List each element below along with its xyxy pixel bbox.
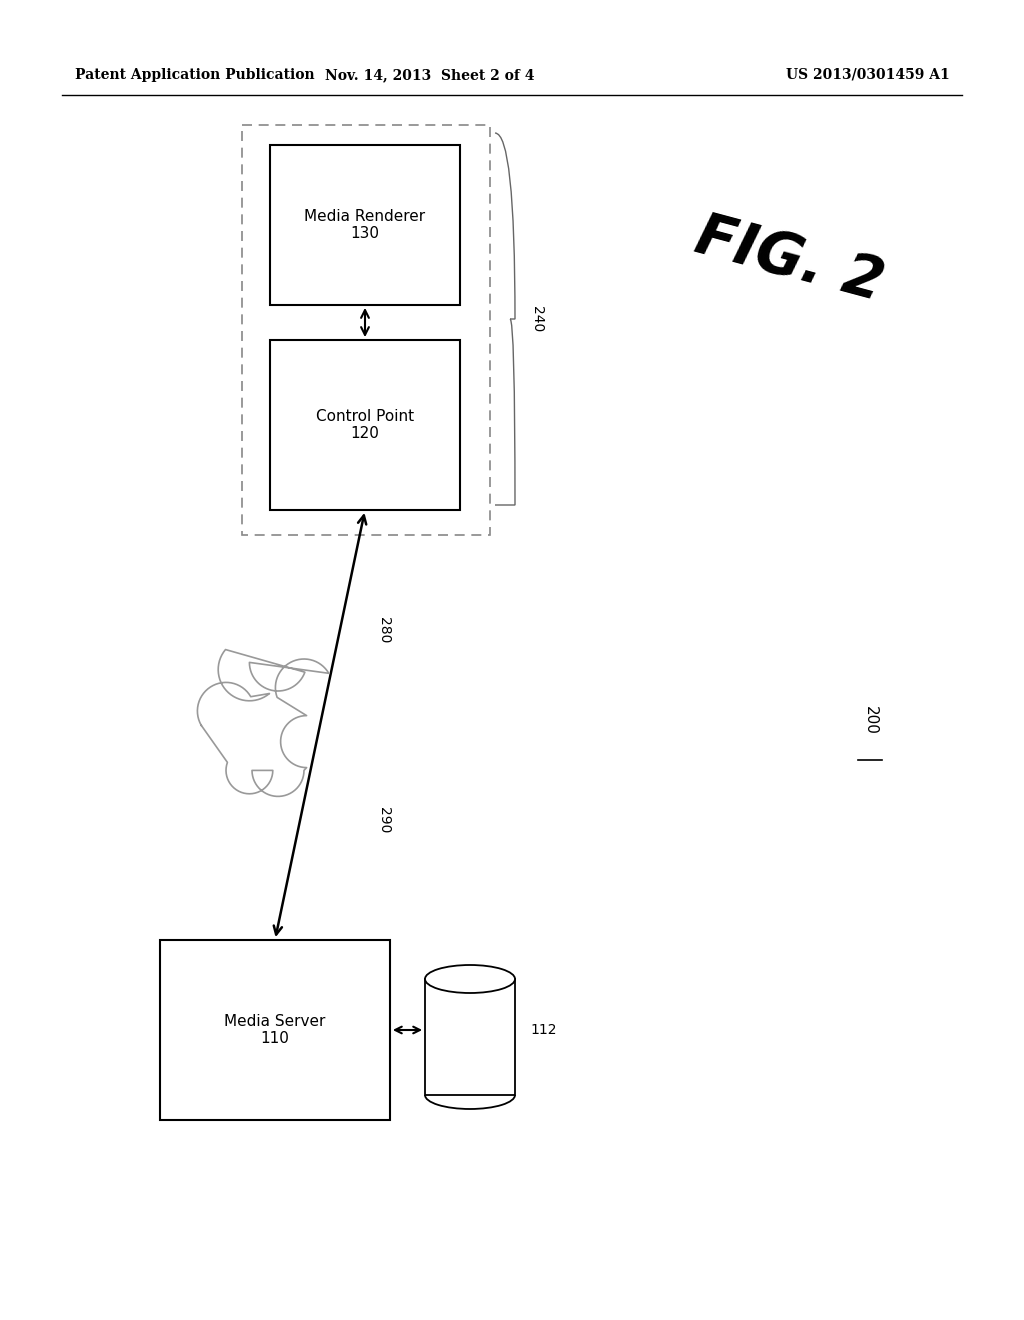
Text: Patent Application Publication: Patent Application Publication	[75, 69, 314, 82]
Bar	[242, 125, 490, 535]
Text: Control Point
120: Control Point 120	[316, 409, 414, 441]
Bar	[425, 979, 515, 1096]
Text: FIG. 2: FIG. 2	[689, 207, 891, 313]
Text: US 2013/0301459 A1: US 2013/0301459 A1	[786, 69, 950, 82]
Text: Nov. 14, 2013  Sheet 2 of 4: Nov. 14, 2013 Sheet 2 of 4	[326, 69, 535, 82]
Text: 280: 280	[377, 616, 391, 643]
Text: Media Server
110: Media Server 110	[224, 1014, 326, 1047]
Text: 240: 240	[530, 306, 544, 333]
Bar	[160, 940, 390, 1119]
Text: 112: 112	[530, 1023, 556, 1038]
Text: Media Renderer
130: Media Renderer 130	[304, 209, 426, 242]
Ellipse shape	[425, 965, 515, 993]
Bar	[270, 145, 460, 305]
Bar	[270, 341, 460, 510]
Text: 200: 200	[862, 706, 878, 734]
Polygon shape	[198, 649, 329, 796]
Text: 290: 290	[377, 807, 391, 833]
